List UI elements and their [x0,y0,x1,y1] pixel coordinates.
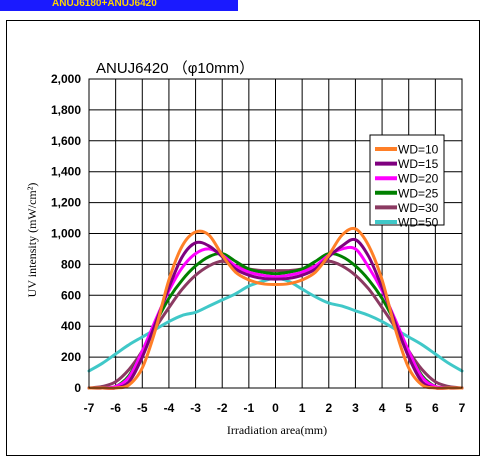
banner-label: ANUJ6180+ANUJ6420 [52,0,157,9]
y-tick-label: 0 [74,381,81,395]
chart-frame [6,20,480,456]
x-tick-label: -1 [244,401,255,415]
legend-label: WD=25 [398,186,439,200]
top-banner: ANUJ6180+ANUJ6420 [0,0,238,11]
x-tick-label: 3 [352,401,359,415]
legend-label: WD=50 [398,216,439,230]
series-layer [87,226,464,390]
x-tick-label: -4 [164,401,175,415]
y-tick-label: 2,000 [51,72,81,86]
y-tick-label: 600 [61,288,81,302]
x-tick-label: -7 [84,401,95,415]
x-axis-label: Irradiation area(mm) [227,423,327,437]
x-tick-label: 2 [325,401,332,415]
y-tick-label: 1,800 [51,103,81,117]
x-tick-label: 6 [432,401,439,415]
y-tick-label: 1,400 [51,165,81,179]
x-tick-label: 1 [299,401,306,415]
y-axis-label: UV intensity (mW/cm²) [25,183,39,298]
y-tick-label: 400 [61,319,81,333]
y-tick-label: 800 [61,257,81,271]
series-line-wd-10 [87,226,464,390]
y-tick-label: 200 [61,350,81,364]
x-tick-label: -3 [190,401,201,415]
x-tick-label: -2 [217,401,228,415]
y-tick-label: 1,600 [51,134,81,148]
legend-label: WD=10 [398,143,439,157]
y-tick-label: 1,200 [51,196,81,210]
tick-layer: -7 -6 -5 -4 -3 -2 -1 0 1 2 3 4 5 6 7 0 200 400 600 800 1,000… [51,72,466,415]
x-tick-label: -5 [137,401,148,415]
legend-label: WD=15 [398,157,439,171]
plot-border [88,78,463,389]
x-tick-label: 7 [459,401,466,415]
x-tick-label: -6 [110,401,121,415]
legend-label: WD=30 [398,201,439,215]
y-tick-label: 1,000 [51,227,81,241]
legend-label: WD=20 [398,172,439,186]
chart-title: ANUJ6420 （φ10mm） [96,60,254,77]
x-tick-label: 0 [272,401,279,415]
series-line-wd-20 [87,245,464,390]
series-line-wd-15 [87,237,464,390]
x-tick-label: 4 [379,401,386,415]
x-tick-label: 5 [405,401,412,415]
